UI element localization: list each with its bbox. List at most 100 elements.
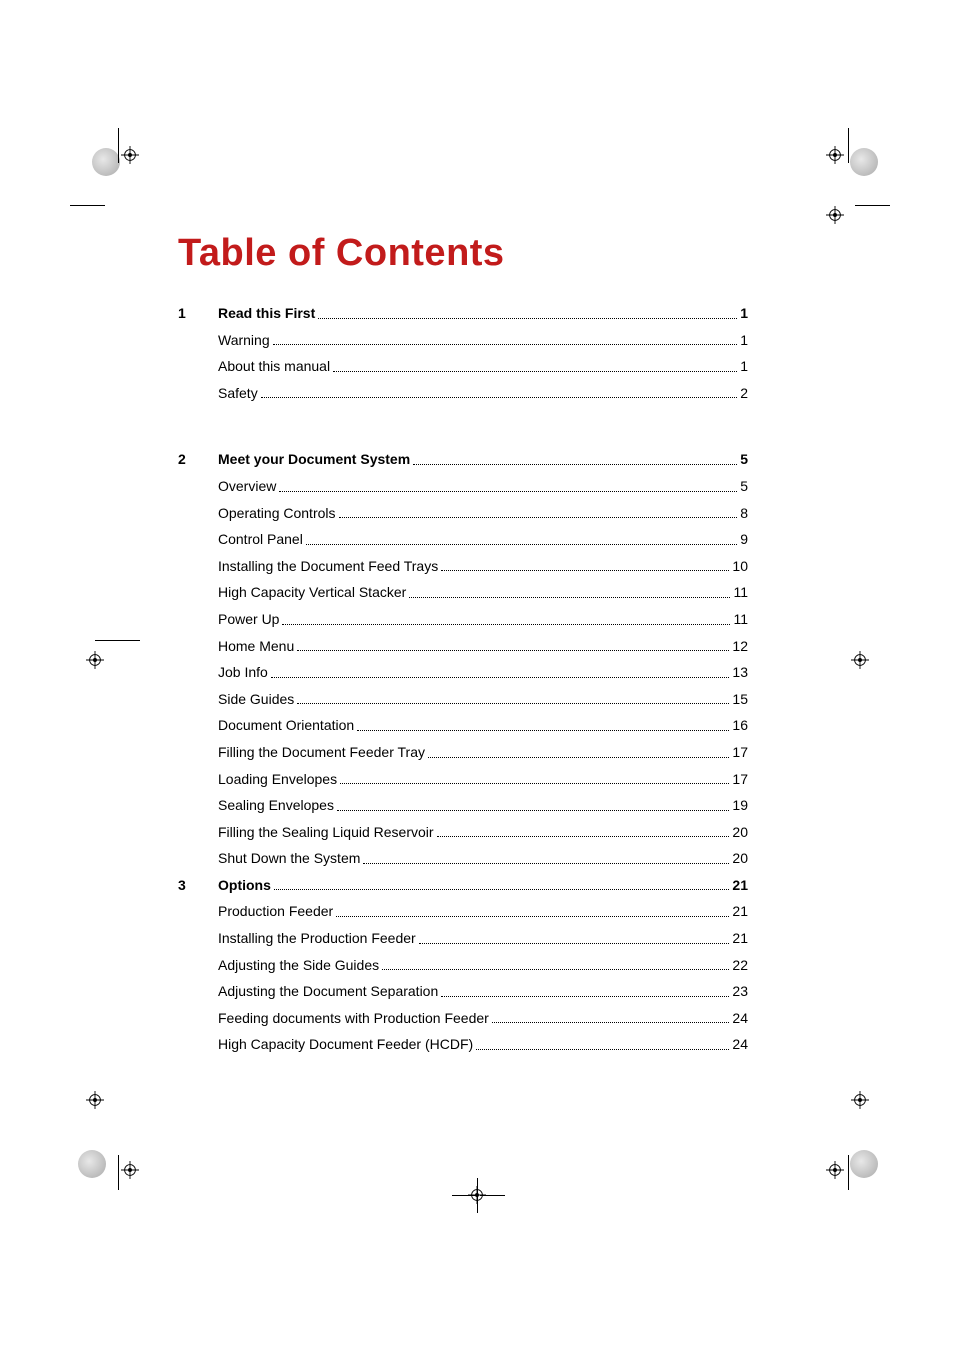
toc-page-number: 13 [732,659,748,686]
toc-row: Warning 1 [178,327,748,354]
toc-leader-dots [428,757,729,758]
toc-heading-row: 3 Options 21 [178,872,748,899]
section-number: 2 [178,446,218,473]
toc-page-number: 1 [740,353,748,380]
toc-page-number: 2 [740,380,748,407]
toc-label: Operating Controls [218,500,336,527]
registration-mark-icon [826,146,844,164]
toc-page-number: 21 [732,898,748,925]
registration-mark-icon [851,651,869,669]
registration-mark-icon [86,1091,104,1109]
toc-label: About this manual [218,353,330,380]
toc-page-number: 22 [732,952,748,979]
toc-heading-row: 2 Meet your Document System 5 [178,446,748,473]
toc-page-number: 15 [732,686,748,713]
corner-dot [78,1150,106,1178]
toc-page-number: 21 [732,872,748,899]
toc-page-number: 1 [740,300,748,327]
toc-leader-dots [333,371,737,372]
crop-mark [452,1195,477,1196]
toc-leader-dots [336,916,729,917]
toc-leader-dots [273,344,738,345]
toc-label: Safety [218,380,258,407]
toc-page-number: 11 [733,579,748,606]
toc-label: Loading Envelopes [218,766,337,793]
toc-row: Control Panel 9 [178,526,748,553]
toc-section: 2 Meet your Document System 5 Overview 5… [178,446,748,872]
toc-label: Job Info [218,659,268,686]
toc-label: Shut Down the System [218,845,360,872]
toc-label: Options [218,872,271,899]
toc-leader-dots [492,1022,730,1023]
toc-leader-dots [476,1049,729,1050]
toc-label: Read this First [218,300,315,327]
toc-row: Overview 5 [178,473,748,500]
toc-row: Sealing Envelopes 19 [178,792,748,819]
toc-label: Meet your Document System [218,446,410,473]
toc-label: Document Orientation [218,712,354,739]
toc-row: About this manual 1 [178,353,748,380]
corner-dot [850,1150,878,1178]
page-title: Table of Contents [178,232,505,275]
toc-leader-dots [413,464,737,465]
toc-leader-dots [409,597,730,598]
section-number: 1 [178,300,218,327]
toc-label: Side Guides [218,686,294,713]
crop-mark [848,128,849,163]
toc-page-number: 11 [733,606,748,633]
toc-leader-dots [306,544,737,545]
toc-label: Adjusting the Side Guides [218,952,379,979]
toc-row: Job Info 13 [178,659,748,686]
toc-row: Filling the Document Feeder Tray 17 [178,739,748,766]
toc-page-number: 9 [740,526,748,553]
toc-row: Power Up 11 [178,606,748,633]
toc-row: Adjusting the Document Separation 23 [178,978,748,1005]
corner-dot [92,148,120,176]
toc-heading-row: 1 Read this First 1 [178,300,748,327]
toc-leader-dots [274,889,730,890]
toc-leader-dots [337,810,729,811]
toc-leader-dots [279,491,737,492]
toc-row: Operating Controls 8 [178,500,748,527]
toc-row: Feeding documents with Production Feeder… [178,1005,748,1032]
toc-leader-dots [282,624,730,625]
toc-page-number: 5 [740,473,748,500]
toc-leader-dots [271,677,730,678]
toc-page-number: 8 [740,500,748,527]
toc-row: Production Feeder 21 [178,898,748,925]
toc-row: Shut Down the System 20 [178,845,748,872]
toc-leader-dots [363,863,729,864]
toc-page-number: 23 [732,978,748,1005]
toc-leader-dots [441,996,729,997]
toc-leader-dots [357,730,729,731]
toc-page-number: 21 [732,925,748,952]
toc-leader-dots [419,943,730,944]
toc-row: Document Orientation 16 [178,712,748,739]
registration-mark-icon [826,1161,844,1179]
toc-label: High Capacity Vertical Stacker [218,579,406,606]
toc-row: Adjusting the Side Guides 22 [178,952,748,979]
toc-label: Adjusting the Document Separation [218,978,438,1005]
toc-page-number: 17 [732,766,748,793]
toc-leader-dots [261,397,738,398]
corner-dot [850,148,878,176]
toc-page-number: 10 [732,553,748,580]
registration-mark-icon [826,206,844,224]
toc-row: Home Menu 12 [178,633,748,660]
toc-row: Installing the Document Feed Trays 10 [178,553,748,580]
crop-mark [95,640,140,641]
table-of-contents: 1 Read this First 1 Warning 1 About this… [178,300,748,1098]
toc-page-number: 1 [740,327,748,354]
toc-label: Power Up [218,606,279,633]
toc-row: High Capacity Document Feeder (HCDF) 24 [178,1031,748,1058]
crop-mark [855,205,890,206]
toc-page-number: 5 [740,446,748,473]
toc-label: Installing the Production Feeder [218,925,416,952]
toc-leader-dots [339,517,738,518]
crop-mark [480,1195,505,1196]
registration-mark-icon [121,146,139,164]
toc-page-number: 17 [732,739,748,766]
toc-label: Overview [218,473,276,500]
registration-mark-icon [86,651,104,669]
toc-page-number: 12 [732,633,748,660]
